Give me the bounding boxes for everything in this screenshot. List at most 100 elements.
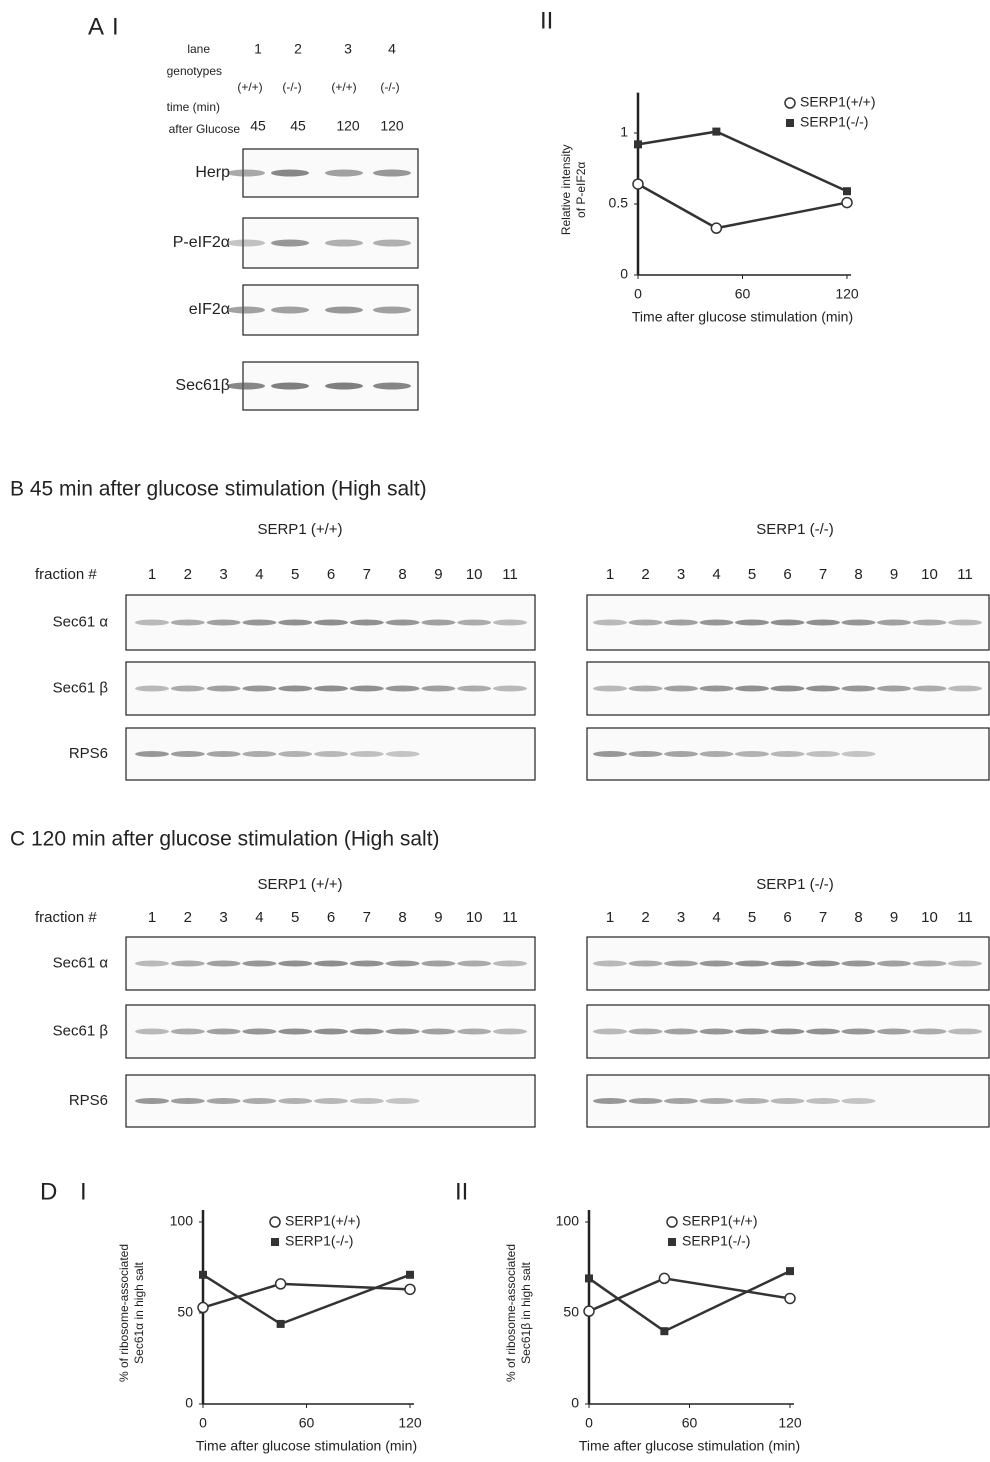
band <box>350 1029 384 1035</box>
band <box>700 1029 734 1035</box>
y-axis-label: % of ribosome-associated <box>117 1244 131 1382</box>
band <box>700 686 734 692</box>
band <box>913 1029 947 1035</box>
point <box>584 1306 594 1316</box>
band <box>325 240 363 247</box>
series-line <box>638 184 847 228</box>
panel-label: D <box>40 1178 57 1205</box>
band <box>806 620 840 626</box>
band <box>806 751 840 757</box>
band <box>948 620 982 626</box>
band <box>421 1029 455 1035</box>
band <box>314 1098 348 1104</box>
band <box>278 1098 312 1104</box>
band <box>771 1029 805 1035</box>
band <box>171 620 205 626</box>
band <box>877 961 911 967</box>
band <box>877 1029 911 1035</box>
band <box>700 620 734 626</box>
genotype: (+/+) <box>331 80 356 94</box>
fraction-number: 10 <box>466 909 483 926</box>
band <box>664 686 698 692</box>
fraction-number: 2 <box>641 566 649 583</box>
fraction-number: 6 <box>783 566 791 583</box>
legend-label: SERP1(+/+) <box>285 1213 360 1229</box>
band <box>664 961 698 967</box>
y-tick-label: 0 <box>620 266 628 282</box>
point <box>786 1267 794 1275</box>
panel-title: B 45 min after glucose stimulation (High… <box>10 478 427 501</box>
blot-label: Sec61 α <box>53 613 109 630</box>
legend-label: SERP1(+/+) <box>682 1213 757 1229</box>
band <box>700 1098 734 1104</box>
row-label: after Glucose <box>169 122 241 136</box>
band <box>350 961 384 967</box>
lane-number: 1 <box>254 41 262 57</box>
band <box>314 686 348 692</box>
band <box>386 961 420 967</box>
band <box>242 961 276 967</box>
band <box>171 751 205 757</box>
fraction-number: 1 <box>148 909 156 926</box>
band <box>735 1029 769 1035</box>
time: 45 <box>250 118 266 134</box>
band <box>373 240 411 247</box>
band <box>913 961 947 967</box>
band <box>373 383 411 390</box>
band <box>314 620 348 626</box>
fraction-number: 8 <box>398 566 406 583</box>
y-tick-label: 0 <box>185 1395 193 1411</box>
band <box>135 1029 169 1035</box>
y-tick-label: 50 <box>177 1304 193 1320</box>
time: 120 <box>336 118 360 134</box>
band <box>207 751 241 757</box>
fraction-number: 8 <box>854 566 862 583</box>
band <box>735 1098 769 1104</box>
fraction-number: 3 <box>677 566 685 583</box>
y-axis-label: Sec61α in high salt <box>132 1262 146 1364</box>
legend-marker <box>667 1217 677 1227</box>
band <box>242 686 276 692</box>
x-tick-label: 0 <box>199 1415 207 1431</box>
blot-label: Sec61 β <box>53 1022 109 1039</box>
group-label: SERP1 (-/-) <box>756 521 834 538</box>
lane-number: 3 <box>344 41 352 57</box>
fraction-number: 3 <box>677 909 685 926</box>
fraction-number: 2 <box>184 909 192 926</box>
fraction-number: 8 <box>398 909 406 926</box>
x-tick-label: 120 <box>398 1415 422 1431</box>
series-line <box>589 1278 790 1311</box>
band <box>735 751 769 757</box>
band <box>421 961 455 967</box>
band <box>135 751 169 757</box>
fraction-number: 4 <box>255 909 263 926</box>
band <box>593 620 627 626</box>
group-label: SERP1 (-/-) <box>756 876 834 893</box>
blot-label: eIF2α <box>189 301 230 318</box>
fraction-number: 11 <box>502 566 518 583</box>
fraction-number: 10 <box>921 909 938 926</box>
x-tick-label: 0 <box>585 1415 593 1431</box>
band <box>350 686 384 692</box>
legend-marker <box>786 119 794 127</box>
band <box>386 751 420 757</box>
panel-label: A <box>88 13 104 40</box>
band <box>842 1098 876 1104</box>
fraction-number: 7 <box>819 909 827 926</box>
point <box>276 1279 286 1289</box>
point <box>405 1284 415 1294</box>
panel-sublabel: I <box>80 1178 87 1205</box>
band <box>171 686 205 692</box>
point <box>406 1271 414 1279</box>
legend-label: SERP1(-/-) <box>800 114 868 130</box>
band <box>593 961 627 967</box>
fraction-number: 9 <box>434 909 442 926</box>
band <box>278 1029 312 1035</box>
x-tick-label: 0 <box>634 286 642 302</box>
band <box>386 1098 420 1104</box>
band <box>278 620 312 626</box>
point <box>633 179 643 189</box>
blot-label: P-eIF2α <box>173 234 230 251</box>
band <box>457 686 491 692</box>
band <box>771 751 805 757</box>
